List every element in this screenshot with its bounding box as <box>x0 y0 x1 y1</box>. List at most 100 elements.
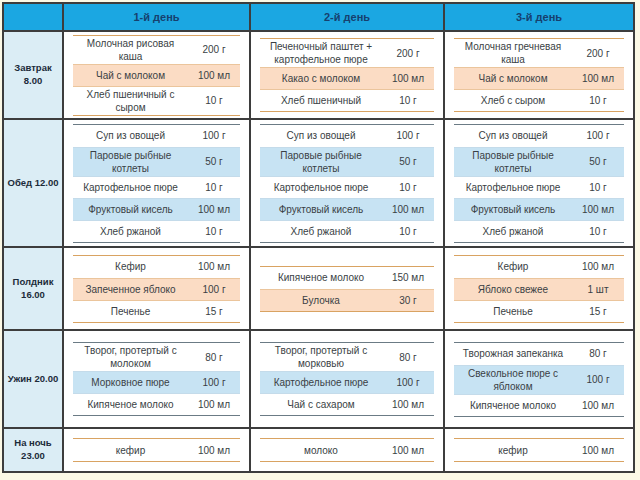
meal-row-label: Полдник16.00 <box>4 248 62 329</box>
menu-item-amount: 100 мл <box>572 204 624 215</box>
menu-item-amount: 80 г <box>572 348 624 359</box>
menu-item-row: Хлеб с сыром10 г <box>454 89 624 111</box>
menu-item-name: Чай с молоком <box>73 69 188 82</box>
menu-item-amount: 50 г <box>188 156 240 167</box>
menu-item-row: Хлеб ржаной10 г <box>73 220 240 242</box>
menu-item-name: Суп из овощей <box>73 129 188 142</box>
menu-item-row: Хлеб ржаной10 г <box>454 220 624 242</box>
menu-item-row: Картофельное пюре100 г <box>260 371 434 393</box>
menu-item-row: Фруктовый кисель100 мл <box>260 198 434 220</box>
menu-item-row: Свекольное пюре с яблоком100 г <box>454 365 624 394</box>
menu-mini-table: молоко100 мл <box>260 438 434 462</box>
menu-item-amount: 50 г <box>572 156 624 167</box>
menu-item-name: Хлеб пшеничный с сыром <box>73 88 188 114</box>
menu-item-row: Творог, протертый с морковью80 г <box>260 343 434 371</box>
menu-item-name: Суп из овощей <box>260 129 382 142</box>
menu-item-row: Суп из овощей100 г <box>454 125 624 147</box>
menu-cell: Кефир100 млЯблоко свежее1 штПеченье15 г <box>445 248 633 329</box>
menu-item-amount: 10 г <box>382 95 434 106</box>
menu-item-amount: 100 мл <box>382 399 434 410</box>
menu-cell: Творог, протертый с молоком80 гМорковное… <box>64 331 249 427</box>
menu-cell: кефир100 мл <box>64 429 249 471</box>
menu-cell: Творожная запеканка80 гСвекольное пюре с… <box>445 331 633 427</box>
menu-item-row: Яблоко свежее1 шт <box>454 278 624 300</box>
menu-item-amount: 100 г <box>188 130 240 141</box>
menu-mini-table: Творожная запеканка80 гСвекольное пюре с… <box>454 342 624 417</box>
menu-mini-table: Творог, протертый с морковью80 гКартофел… <box>260 342 434 416</box>
menu-item-amount: 100 г <box>572 374 624 385</box>
menu-cell: Молочная гречневая каша200 гЧай с молоко… <box>445 32 633 118</box>
menu-item-amount: 100 мл <box>572 261 624 272</box>
menu-mini-table: Суп из овощей100 гПаровые рыбные котлеты… <box>260 124 434 243</box>
menu-item-name: Запеченное яблоко <box>73 283 188 296</box>
menu-item-amount: 100 г <box>188 284 240 295</box>
menu-item-name: Картофельное пюре <box>454 181 572 194</box>
menu-item-row: Чай с молоком100 мл <box>73 64 240 86</box>
menu-mini-table: Суп из овощей100 гПаровые рыбные котлеты… <box>454 124 624 243</box>
menu-item-row: Кефир100 мл <box>73 256 240 278</box>
menu-item-name: Молочная рисовая каша <box>73 37 188 63</box>
menu-mini-table: Молочная гречневая каша200 гЧай с молоко… <box>454 38 624 112</box>
menu-item-row: Молочная гречневая каша200 г <box>454 39 624 67</box>
menu-item-name: Паровые рыбные котлеты <box>454 149 572 175</box>
menu-cell: Суп из овощей100 г Паровые рыбные котлеты… <box>64 120 249 246</box>
menu-cell: Молочная рисовая каша200 гЧай с молоком1… <box>64 32 249 118</box>
menu-item-name: Хлеб ржаной <box>260 225 382 238</box>
menu-mini-table: Суп из овощей100 г Паровые рыбные котлеты… <box>73 124 240 243</box>
menu-item-row: Кипяченое молоко100 мл <box>454 394 624 416</box>
menu-item-name: Яблоко свежее <box>454 283 572 296</box>
menu-item-amount: 80 г <box>188 352 240 363</box>
menu-item-amount: 100 мл <box>188 445 240 456</box>
menu-item-row: Фруктовый кисель100 мл <box>73 198 240 220</box>
menu-item-row: Паровые рыбные котлеты50 г <box>260 147 434 176</box>
menu-cell: Суп из овощей100 гПаровые рыбные котлеты… <box>251 120 443 246</box>
menu-item-row: Фруктовый кисель100 мл <box>454 198 624 220</box>
menu-item-amount: 10 г <box>572 95 624 106</box>
menu-item-row: Кипяченое молоко100 мл <box>73 393 240 415</box>
menu-item-amount: 100 мл <box>572 445 624 456</box>
menu-item-amount: 100 г <box>382 377 434 388</box>
menu-item-name: Картофельное пюре <box>260 376 382 389</box>
meal-row-label: На ночь 23.00 <box>4 429 62 471</box>
menu-item-row: Печенье15 г <box>454 300 624 322</box>
menu-item-amount: 100 мл <box>382 204 434 215</box>
menu-item-amount: 10 г <box>188 95 240 106</box>
menu-item-name: кефир <box>454 444 572 457</box>
meal-plan-sheet: 1-й день2-й день3-й деньЗавтрак 8.00Моло… <box>0 0 640 480</box>
menu-item-amount: 100 мл <box>572 73 624 84</box>
menu-cell: Кипяченое молоко150 млБулочка30 г <box>251 248 443 329</box>
day-header-1: 1-й день <box>64 4 249 30</box>
menu-item-amount: 10 г <box>572 226 624 237</box>
meal-row-label: Обед 12.00 <box>4 120 62 246</box>
menu-item-row: кефир100 мл <box>73 439 240 461</box>
meal-row-label-line: Ужин 20.00 <box>8 373 59 386</box>
menu-item-row: Паровые рыбные котлеты50 г <box>73 147 240 176</box>
menu-item-amount: 200 г <box>382 48 434 59</box>
menu-item-amount: 100 г <box>572 130 624 141</box>
menu-item-name: Чай с сахаром <box>260 398 382 411</box>
menu-item-amount: 15 г <box>572 306 624 317</box>
menu-item-row: Печенье15 г <box>73 300 240 322</box>
menu-item-amount: 30 г <box>382 295 434 306</box>
menu-item-name: Хлеб пшеничный <box>260 94 382 107</box>
menu-mini-table: Кефир100 млЯблоко свежее1 штПеченье15 г <box>454 255 624 323</box>
menu-item-row: Картофельное пюре10 г <box>73 176 240 198</box>
menu-item-name: Хлеб ржаной <box>73 225 188 238</box>
menu-item-row: молоко100 мл <box>260 439 434 461</box>
menu-item-name: Булочка <box>260 294 382 307</box>
menu-item-name: Фруктовый кисель <box>260 203 382 216</box>
menu-item-name: Какао с молоком <box>260 72 382 85</box>
menu-item-amount: 100 мл <box>572 400 624 411</box>
menu-item-row: Кефир100 мл <box>454 256 624 278</box>
menu-item-name: Печеночный паштет + картофельное пюре <box>260 40 382 66</box>
menu-mini-table: Молочная рисовая каша200 гЧай с молоком1… <box>73 35 240 116</box>
menu-item-name: Свекольное пюре с яблоком <box>454 367 572 393</box>
meal-row-label-line: На ночь 23.00 <box>5 437 61 463</box>
meal-row-label-line: Завтрак 8.00 <box>5 62 61 88</box>
menu-item-amount: 100 мл <box>382 73 434 84</box>
menu-item-row: Суп из овощей100 г <box>260 125 434 147</box>
menu-item-amount: 200 г <box>572 48 624 59</box>
menu-item-name: Печенье <box>73 305 188 318</box>
menu-item-name: Молочная гречневая каша <box>454 40 572 66</box>
menu-item-amount: 10 г <box>188 182 240 193</box>
